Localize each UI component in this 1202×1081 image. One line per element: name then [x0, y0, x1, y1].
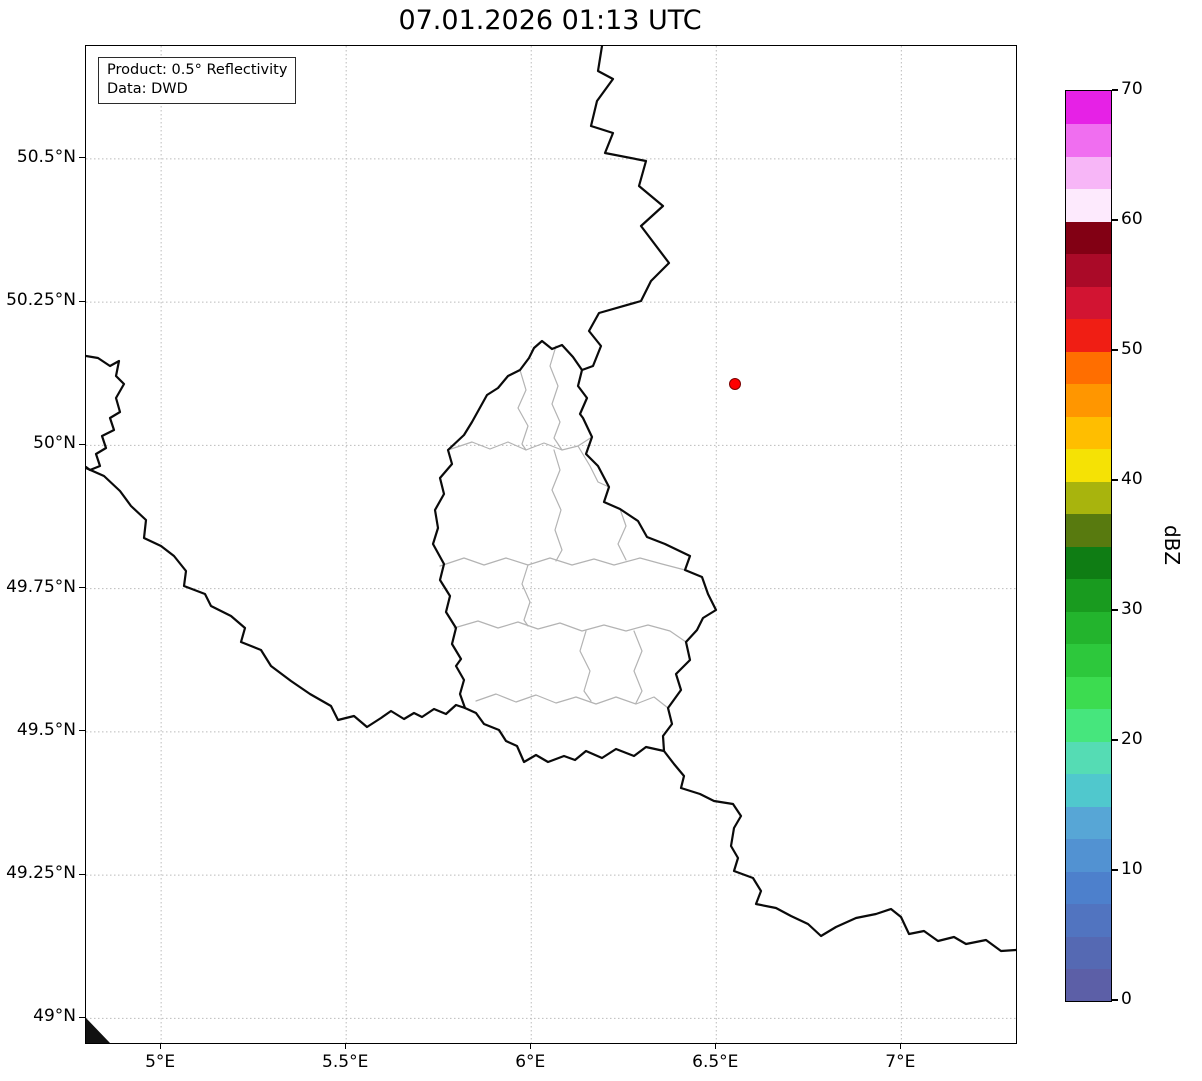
colorbar-segment: [1066, 676, 1111, 710]
colorbar-segment: [1066, 91, 1111, 125]
colorbar-segment: [1066, 968, 1111, 1001]
colorbar-tick: [1112, 999, 1118, 1001]
y-tick: [79, 443, 85, 445]
canton-border-line: [521, 564, 531, 627]
canton-border-line: [633, 630, 643, 704]
colorbar-segment: [1066, 351, 1111, 385]
colorbar-label: dBZ: [1160, 524, 1184, 566]
colorbar-segment: [1066, 416, 1111, 450]
colorbar-tick: [1112, 739, 1118, 741]
france-belgium-border-givet: [86, 354, 126, 472]
canton-border-line: [617, 508, 627, 561]
x-tick: [529, 1044, 531, 1049]
y-tick-label: 50.25°N: [6, 290, 76, 311]
y-tick: [79, 1016, 85, 1018]
colorbar-tick: [1112, 219, 1118, 221]
colorbar-tick: [1112, 479, 1118, 481]
colorbar: [1065, 90, 1112, 1002]
colorbar-tick: [1112, 349, 1118, 351]
colorbar-segment: [1066, 253, 1111, 287]
colorbar-tick-label: 60: [1121, 209, 1143, 229]
belgium-germany-border: [580, 46, 671, 372]
luxembourg-border: [431, 339, 718, 764]
colorbar-segment: [1066, 611, 1111, 645]
canton-border-line: [453, 620, 687, 643]
colorbar-segment: [1066, 806, 1111, 840]
canton-border-line: [577, 445, 610, 488]
canton-border-line: [517, 369, 529, 451]
colorbar-tick-label: 50: [1121, 339, 1143, 359]
border-corner-wedge: [86, 1018, 110, 1043]
canton-borders: [439, 345, 687, 709]
x-tick-label: 5.5°E: [322, 1052, 369, 1072]
x-tick-label: 7°E: [885, 1052, 916, 1072]
colorbar-segment: [1066, 546, 1111, 580]
x-tick: [714, 1044, 716, 1049]
colorbar-segment: [1066, 741, 1111, 775]
colorbar-segment: [1066, 513, 1111, 547]
grid-lines: [86, 46, 1016, 1043]
y-tick-label: 49°N: [33, 1006, 76, 1027]
figure-title: 07.01.2026 01:13 UTC: [398, 5, 702, 36]
x-tick: [159, 1044, 161, 1049]
y-tick-label: 50°N: [33, 433, 76, 454]
y-tick: [79, 873, 85, 875]
colorbar-segment: [1066, 123, 1111, 157]
x-tick: [899, 1044, 901, 1049]
radar-location-marker: [729, 378, 741, 390]
colorbar-tick-label: 70: [1121, 79, 1143, 99]
country-borders: [86, 46, 1016, 1043]
canton-border-line: [551, 449, 563, 562]
colorbar-tick-label: 40: [1121, 469, 1143, 489]
y-tick-label: 50.5°N: [16, 146, 76, 167]
colorbar-tick-label: 30: [1121, 599, 1143, 619]
colorbar-segment: [1066, 903, 1111, 937]
colorbar-segment: [1066, 188, 1111, 222]
colorbar-tick-label: 10: [1121, 859, 1143, 879]
colorbar-segment: [1066, 773, 1111, 807]
y-tick-label: 49.5°N: [16, 719, 76, 740]
colorbar-segment: [1066, 838, 1111, 872]
colorbar-segment: [1066, 481, 1111, 515]
y-tick: [79, 157, 85, 159]
product-label: Product: 0.5° Reflectivity: [107, 62, 288, 78]
colorbar-tick-label: 0: [1121, 989, 1132, 1009]
data-source-label: Data: DWD: [107, 81, 188, 98]
colorbar-tick: [1112, 609, 1118, 611]
y-tick: [79, 587, 85, 589]
canton-border-line: [579, 630, 592, 702]
canton-border-line: [447, 436, 593, 451]
colorbar-tick-label: 20: [1121, 729, 1143, 749]
product-info-box: Product: 0.5° Reflectivity Data: DWD: [98, 57, 297, 105]
y-tick-label: 49.75°N: [6, 576, 76, 597]
map-plot: Product: 0.5° Reflectivity Data: DWD: [85, 45, 1017, 1044]
colorbar-segment: [1066, 286, 1111, 320]
y-tick: [79, 300, 85, 302]
x-tick-label: 5°E: [145, 1052, 176, 1072]
colorbar-tick: [1112, 89, 1118, 91]
canton-border-line: [439, 557, 686, 571]
canton-border-line: [549, 345, 563, 451]
colorbar-segment: [1066, 936, 1111, 970]
colorbar-segment: [1066, 871, 1111, 905]
colorbar-segment: [1066, 383, 1111, 417]
colorbar-segment: [1066, 643, 1111, 677]
colorbar-tick: [1112, 869, 1118, 871]
canton-border-line: [475, 693, 669, 709]
colorbar-segment: [1066, 448, 1111, 482]
france-germany-border: [662, 749, 1016, 953]
y-tick-label: 49.25°N: [6, 863, 76, 884]
colorbar-segment: [1066, 708, 1111, 742]
y-tick: [79, 730, 85, 732]
france-belgium-border: [86, 466, 467, 729]
colorbar-segment: [1066, 221, 1111, 255]
x-tick-label: 6°E: [515, 1052, 546, 1072]
map-canvas: [86, 46, 1016, 1043]
colorbar-segment: [1066, 578, 1111, 612]
x-tick: [344, 1044, 346, 1049]
colorbar-segment: [1066, 156, 1111, 190]
colorbar-segment: [1066, 318, 1111, 352]
x-tick-label: 6.5°E: [692, 1052, 739, 1072]
